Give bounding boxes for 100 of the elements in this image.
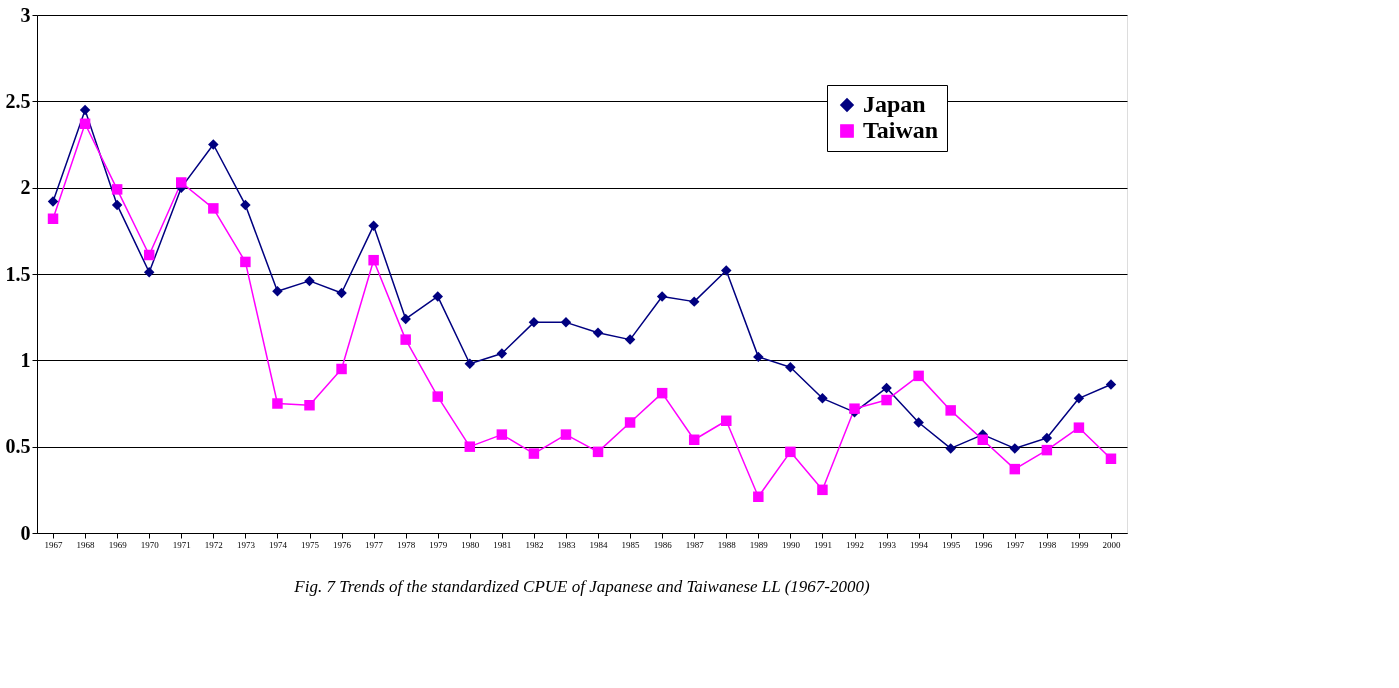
x-tick-label: 1988: [717, 539, 737, 550]
point: [528, 448, 540, 459]
x-tick-label: 1990: [781, 539, 801, 550]
point: [560, 317, 572, 328]
point: [881, 382, 892, 394]
point: [1073, 393, 1085, 404]
point: [111, 199, 123, 211]
point: [560, 429, 572, 440]
point: [143, 249, 155, 261]
point: [592, 446, 604, 458]
x-tick-label: 1986: [653, 539, 673, 550]
point: [753, 351, 764, 363]
point: [945, 443, 956, 454]
point: [336, 363, 347, 375]
x-tick-label: 1977: [365, 539, 384, 550]
legend-label: Taiwan: [863, 117, 939, 143]
point: [143, 267, 155, 278]
point: [240, 199, 251, 211]
x-tick-label: 1982: [525, 539, 544, 550]
point: [656, 387, 668, 399]
x-tick-label: 1983: [557, 539, 576, 550]
point: [1041, 432, 1053, 444]
y-tick-label: 0: [20, 521, 31, 544]
point: [1041, 444, 1053, 456]
point: [1105, 453, 1117, 464]
point: [1073, 422, 1085, 433]
point: [47, 196, 59, 207]
point: [464, 441, 476, 452]
y-tick-label: 2: [20, 176, 31, 199]
y-tick-label: 3: [20, 3, 31, 26]
point: [785, 446, 796, 458]
y-tick-label: 1.5: [5, 262, 31, 285]
x-tick-label: 1978: [397, 539, 416, 550]
x-tick-label: 1979: [429, 539, 448, 550]
point: [1009, 443, 1021, 454]
x-tick-label: 1987: [685, 539, 705, 550]
x-tick-label: 1974: [268, 539, 288, 550]
point: [592, 327, 604, 338]
point: [400, 334, 411, 345]
point: [817, 393, 828, 404]
point: [817, 484, 828, 496]
x-tick-label: 1975: [301, 539, 320, 550]
x-tick-label: 2000: [1102, 539, 1121, 550]
x-tick-label: 1969: [108, 539, 128, 550]
point: [47, 213, 59, 224]
point: [753, 491, 764, 502]
point: [304, 399, 315, 411]
point: [368, 220, 379, 231]
x-tick-label: 1998: [1038, 539, 1057, 550]
point: [368, 254, 379, 266]
point: [304, 275, 315, 287]
point: [496, 429, 508, 440]
point: [208, 139, 219, 150]
point: [432, 391, 443, 402]
point: [913, 417, 924, 428]
point: [208, 203, 219, 214]
x-tick-label: 1967: [44, 539, 64, 550]
x-tick-label: 1980: [461, 539, 480, 550]
x-tick-label: 1981: [493, 539, 512, 550]
point: [688, 296, 700, 307]
point: [528, 317, 540, 328]
point: [336, 287, 347, 299]
point: [656, 291, 668, 302]
x-tick-label: 1972: [204, 539, 223, 550]
point: [79, 104, 91, 116]
x-tick-label: 1973: [236, 539, 256, 550]
x-tick-label: 1995: [942, 539, 961, 550]
y-tick-label: 2.5: [5, 89, 31, 112]
x-tick-label: 1971: [172, 539, 191, 550]
x-tick-label: 1996: [974, 539, 993, 550]
point: [624, 417, 636, 428]
y-tick-label: 0.5: [5, 435, 31, 458]
point: [111, 184, 123, 195]
x-tick-label: 1999: [1070, 539, 1089, 550]
x-tick-label: 1992: [846, 539, 864, 550]
x-tick-label: 1993: [878, 539, 897, 550]
point: [945, 405, 956, 416]
y-tick-label: 1: [20, 348, 31, 371]
x-tick-label: 1976: [333, 539, 352, 550]
point: [432, 291, 443, 302]
point: [79, 118, 91, 130]
point: [721, 415, 732, 427]
point: [977, 434, 988, 445]
point: [176, 177, 187, 188]
x-tick-label: 1989: [749, 539, 769, 550]
x-tick-label: 1985: [621, 539, 641, 550]
point: [1105, 379, 1117, 390]
x-tick-label: 1984: [589, 539, 609, 550]
point: [849, 403, 860, 414]
point: [272, 286, 283, 297]
caption: Fig. 7 Trends of the standardized CPUE of Japanese and Taiwanese LL (1967-2000): [293, 577, 870, 596]
point: [400, 313, 411, 325]
x-tick-label: 1968: [76, 539, 96, 550]
point: [721, 265, 732, 276]
legend-label: Japan: [863, 91, 926, 117]
point: [688, 434, 700, 445]
x-tick-label: 1994: [910, 539, 929, 550]
x-tick-label: 1997: [1006, 539, 1025, 550]
point: [1009, 463, 1021, 475]
point: [496, 348, 508, 359]
